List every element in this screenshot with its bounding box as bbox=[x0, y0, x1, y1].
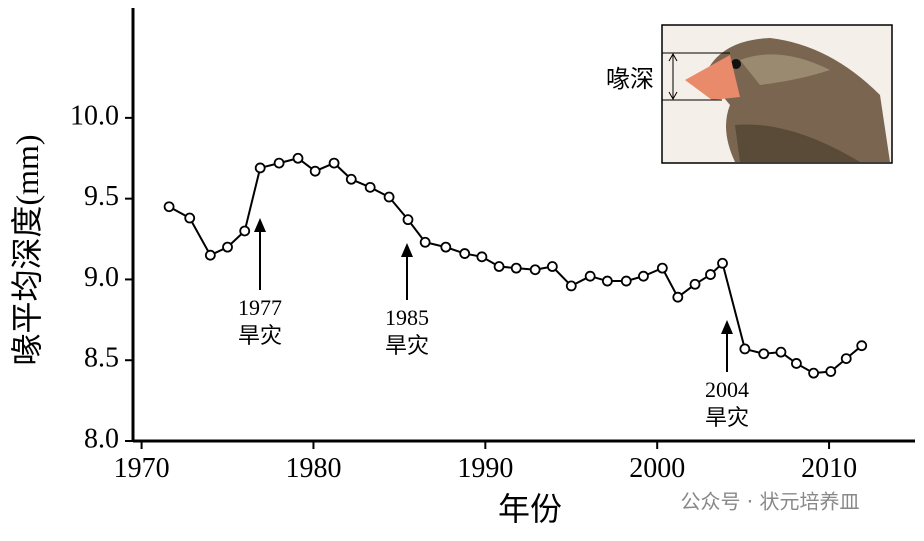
bird-beak bbox=[685, 55, 740, 100]
inset: 喙深 bbox=[606, 24, 893, 164]
y-tick-label: 8.5 bbox=[84, 343, 119, 374]
point bbox=[565, 280, 577, 292]
annotation-text: 旱灾 bbox=[238, 323, 282, 348]
bird-crown bbox=[740, 54, 830, 85]
point bbox=[459, 248, 471, 259]
point bbox=[402, 214, 414, 226]
point bbox=[638, 270, 649, 282]
point bbox=[476, 251, 488, 263]
point bbox=[163, 201, 175, 213]
annotation-text: 旱灾 bbox=[385, 333, 429, 358]
point bbox=[184, 212, 196, 224]
y-axis-label: 喙平均深度(mm) bbox=[9, 134, 45, 365]
point bbox=[620, 275, 632, 287]
point bbox=[601, 275, 613, 287]
point bbox=[856, 340, 868, 352]
point bbox=[419, 236, 431, 248]
annotation-arrowhead bbox=[401, 243, 413, 257]
measure-arrowheads bbox=[668, 52, 678, 101]
x-tick-label: 1980 bbox=[285, 453, 341, 484]
point bbox=[775, 346, 787, 358]
point bbox=[254, 162, 266, 174]
point bbox=[840, 353, 852, 365]
point bbox=[791, 358, 802, 369]
x-tick-label: 1990 bbox=[457, 453, 513, 484]
annotation-text: 旱灾 bbox=[705, 405, 749, 430]
annotation-year: 1985 bbox=[385, 305, 429, 330]
bird-breast bbox=[735, 124, 860, 162]
point bbox=[717, 257, 728, 269]
annotation-year: 1977 bbox=[238, 295, 282, 320]
point bbox=[440, 241, 452, 253]
point bbox=[689, 278, 701, 290]
y-tick-label: 10.0 bbox=[70, 100, 119, 131]
watermark: 公众号 · 状元培养皿 bbox=[680, 490, 859, 514]
point bbox=[529, 264, 541, 276]
y-tick-label: 9.0 bbox=[84, 262, 119, 293]
point bbox=[546, 261, 558, 272]
point bbox=[493, 261, 505, 272]
annotation-arrowhead bbox=[254, 218, 266, 232]
x-axis-label: 年份 bbox=[498, 491, 562, 527]
point bbox=[808, 367, 819, 379]
y-tick-label: 8.0 bbox=[84, 423, 119, 454]
point bbox=[825, 366, 837, 377]
x-tick-label: 2010 bbox=[801, 453, 857, 484]
point bbox=[292, 152, 304, 164]
inset-label: 喙深 bbox=[606, 65, 654, 93]
series-line bbox=[168, 157, 863, 375]
point bbox=[239, 225, 251, 237]
point bbox=[739, 343, 751, 355]
point bbox=[584, 270, 596, 282]
point bbox=[656, 262, 668, 274]
y-tick-label: 9.5 bbox=[84, 181, 119, 212]
x-tick-label: 1970 bbox=[114, 453, 170, 484]
point bbox=[273, 157, 285, 169]
point bbox=[705, 269, 716, 280]
point bbox=[672, 291, 684, 303]
point bbox=[222, 241, 233, 253]
point bbox=[758, 348, 770, 360]
point bbox=[204, 249, 216, 261]
bird-eye bbox=[731, 59, 741, 69]
x-tick-label: 2000 bbox=[629, 453, 685, 484]
annotation-year: 2004 bbox=[705, 377, 749, 402]
point bbox=[345, 173, 357, 185]
point bbox=[364, 181, 376, 193]
point bbox=[510, 262, 522, 274]
annotation-arrowhead bbox=[721, 320, 733, 334]
point bbox=[383, 191, 395, 203]
point bbox=[328, 157, 340, 169]
point bbox=[309, 165, 321, 177]
